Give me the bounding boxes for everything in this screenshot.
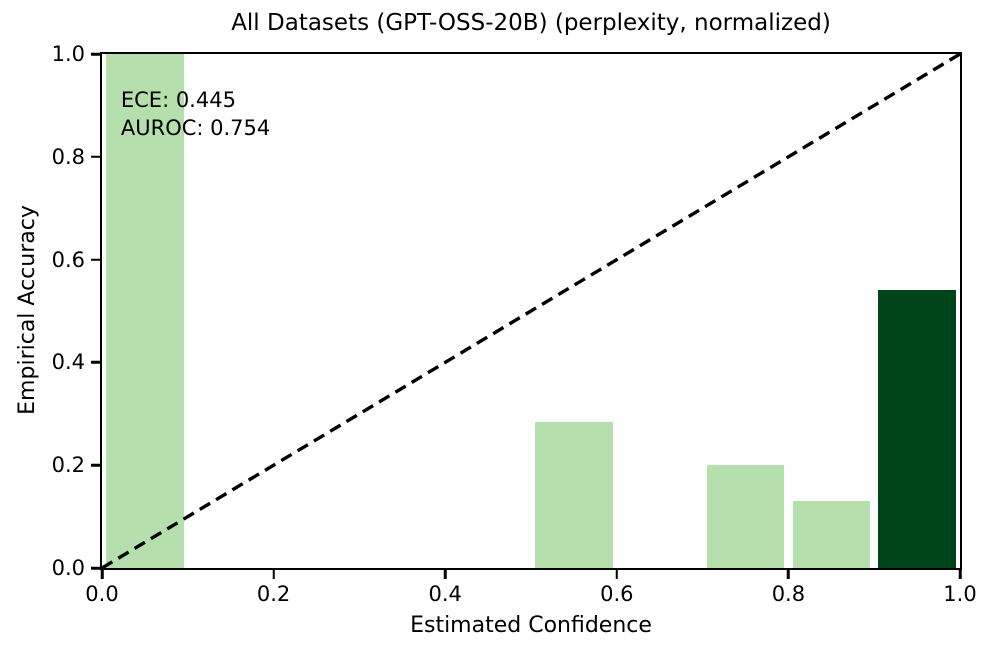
y-tick-label: 0.4 (51, 350, 85, 375)
chart-title: All Datasets (GPT-OSS-20B) (perplexity, … (231, 10, 831, 36)
plot-area: ECE: 0.445 AUROC: 0.754 0.0 0.2 0.4 0.6 0.8 1… (52, 42, 977, 606)
x-axis-label: Estimated Confidence (410, 613, 652, 638)
histogram-bar (706, 465, 785, 568)
x-tick-label: 0.0 (85, 582, 119, 606)
x-tick-mark (272, 570, 275, 579)
histogram-bar (792, 501, 870, 568)
x-tick-mark (958, 570, 962, 579)
histogram-bar (106, 54, 184, 568)
x-tick-mark (615, 570, 619, 579)
y-tick-mark (91, 463, 100, 467)
histogram-bar (535, 421, 613, 568)
x-tick-mark (443, 570, 447, 579)
y-tick-mark (91, 258, 100, 261)
x-axis-ticks: 0.0 0.2 0.4 0.6 0.8 1.0 (85, 54, 977, 606)
x-tick-label: 1.0 (943, 582, 977, 606)
y-axis-label: Empirical Accuracy (15, 205, 40, 415)
auroc-text: AUROC: 0.754 (120, 116, 271, 140)
ece-text: ECE: 0.445 (120, 88, 236, 112)
y-tick-label: 0.0 (51, 556, 85, 580)
y-tick-mark (91, 155, 100, 159)
x-tick-mark (100, 570, 104, 579)
x-tick-label: 0.2 (256, 582, 291, 606)
y-tick-label: 1.0 (51, 42, 85, 66)
y-axis-ticks: 0.0 0.2 0.4 0.6 0.8 1.0 (52, 42, 960, 580)
histogram-bar (878, 290, 956, 568)
bars-layer (102, 54, 960, 568)
y-tick-mark (91, 566, 100, 570)
y-tick-mark (91, 361, 100, 364)
y-tick-label: 0.8 (51, 144, 85, 169)
y-tick-label: 0.2 (51, 453, 85, 478)
diagonal-reference-line (102, 54, 960, 568)
metrics-annotation: ECE: 0.445 AUROC: 0.754 (121, 86, 270, 142)
x-tick-label: 0.8 (771, 582, 806, 606)
x-tick-label: 0.4 (428, 582, 462, 606)
y-tick-mark (91, 52, 100, 56)
y-tick-label: 0.6 (51, 247, 85, 272)
x-tick-mark (787, 570, 790, 579)
x-tick-label: 0.6 (600, 582, 634, 606)
